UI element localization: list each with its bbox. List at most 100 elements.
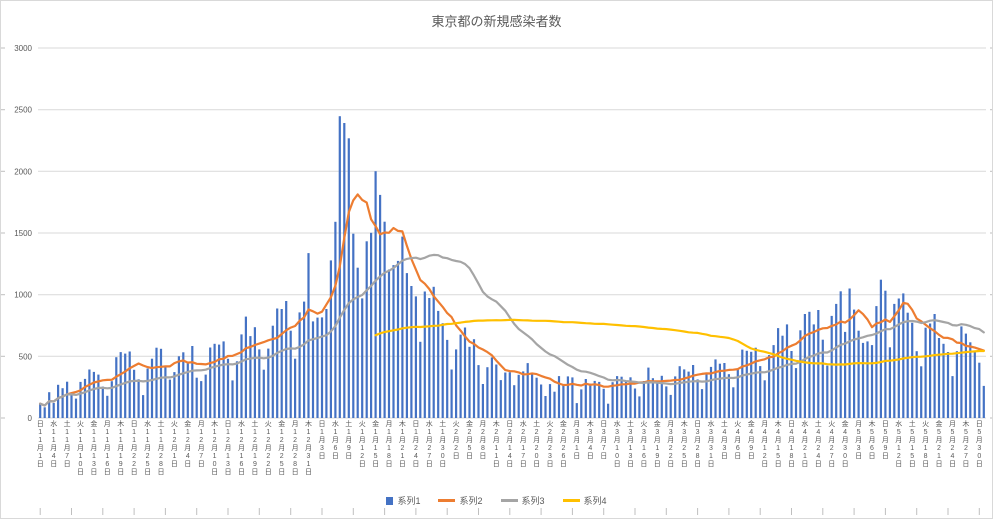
bar [571,377,574,418]
bar [437,310,440,418]
legend-label-series4: 系列4 [583,496,607,506]
bar [231,380,234,418]
bar [159,348,163,418]
bar [844,331,847,418]
bar [973,351,976,418]
bar [88,369,91,418]
bar [150,358,154,418]
bar [683,369,686,418]
bar [280,309,283,418]
series1-bar-marker-icon [386,496,394,505]
legend-item-series4[interactable]: 系列4 [562,494,607,507]
bar [969,342,972,418]
bar [531,374,534,418]
bar [714,359,717,418]
bar [468,346,471,418]
bar [66,381,69,418]
bar [48,392,51,418]
bar [195,377,198,418]
bar [365,241,368,418]
bar [700,389,704,418]
bar [70,394,73,418]
bar [732,387,735,418]
bar [629,377,632,418]
bar [43,407,46,418]
bar [52,403,55,418]
bar [946,352,950,418]
bar [861,342,865,418]
bar [794,368,798,418]
bar [642,381,645,418]
bar [316,317,319,418]
chart-title[interactable]: 東京都の新規感染者数 [431,14,562,29]
bar [137,379,140,418]
bar [115,357,118,418]
bar [915,351,918,418]
bar [343,123,346,418]
bar [428,298,431,418]
bar [750,351,753,418]
bar [718,363,721,418]
bar [235,361,239,418]
bar [379,194,382,418]
legend-item-series3[interactable]: 系列3 [500,494,545,507]
bar [218,344,221,418]
bar [142,395,145,418]
bar [548,384,552,418]
bar [39,403,42,418]
bar [790,351,793,418]
bar [692,365,695,418]
bar [472,339,476,418]
bar [477,365,480,418]
bar [866,341,869,418]
bar [307,253,310,418]
bar [124,353,127,418]
bar [660,375,663,418]
bar [633,388,637,418]
bar [383,221,386,418]
bar [168,379,171,418]
legend-item-series1[interactable]: 系列1 [386,494,420,507]
bar [830,315,833,418]
legend-label-series1: 系列1 [397,496,421,506]
bar [982,385,985,418]
bar [651,378,654,418]
bar [535,377,538,418]
bar [352,233,355,418]
bar [879,279,882,418]
bar [772,345,775,418]
bar [951,376,954,418]
bar [432,286,435,418]
bar [924,327,927,418]
bar [209,347,212,418]
bar [79,381,82,418]
legend-item-series2[interactable]: 系列2 [438,494,483,507]
bar [723,363,726,418]
bar [705,373,708,418]
series-line-2 [39,193,985,407]
bar [978,362,981,418]
bar [97,374,100,418]
